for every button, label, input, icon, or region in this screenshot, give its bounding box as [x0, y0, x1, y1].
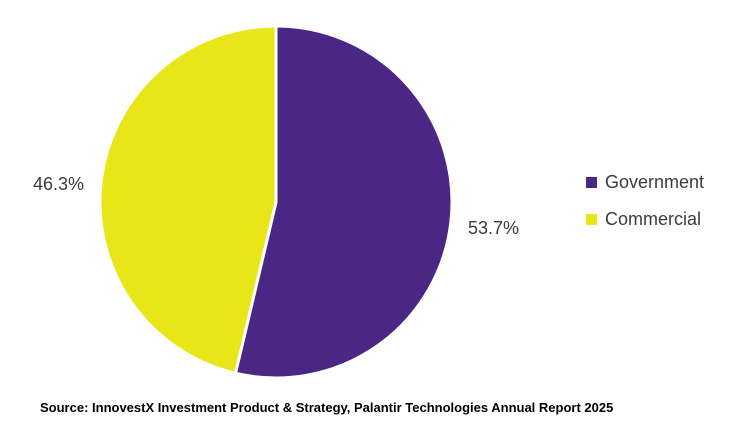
source-note: Source: InnovestX Investment Product & S…	[40, 400, 614, 415]
legend-item-government: Government	[586, 170, 704, 194]
legend-swatch-commercial	[586, 213, 597, 225]
legend-item-commercial: Commercial	[586, 207, 704, 231]
slice-label-commercial: 46.3%	[33, 174, 84, 194]
slice-labels: 53.7% 46.3%	[33, 174, 519, 238]
slice-label-government: 53.7%	[468, 218, 519, 238]
pie-slice-commercial	[98, 24, 278, 375]
legend-swatch-government	[586, 176, 597, 188]
pie-slices	[98, 24, 454, 380]
legend-label-government: Government	[605, 171, 705, 192]
legend-label-commercial: Commercial	[605, 208, 702, 229]
chart-legend: Government Commercial	[586, 170, 704, 244]
pie-slice-government	[233, 24, 454, 380]
